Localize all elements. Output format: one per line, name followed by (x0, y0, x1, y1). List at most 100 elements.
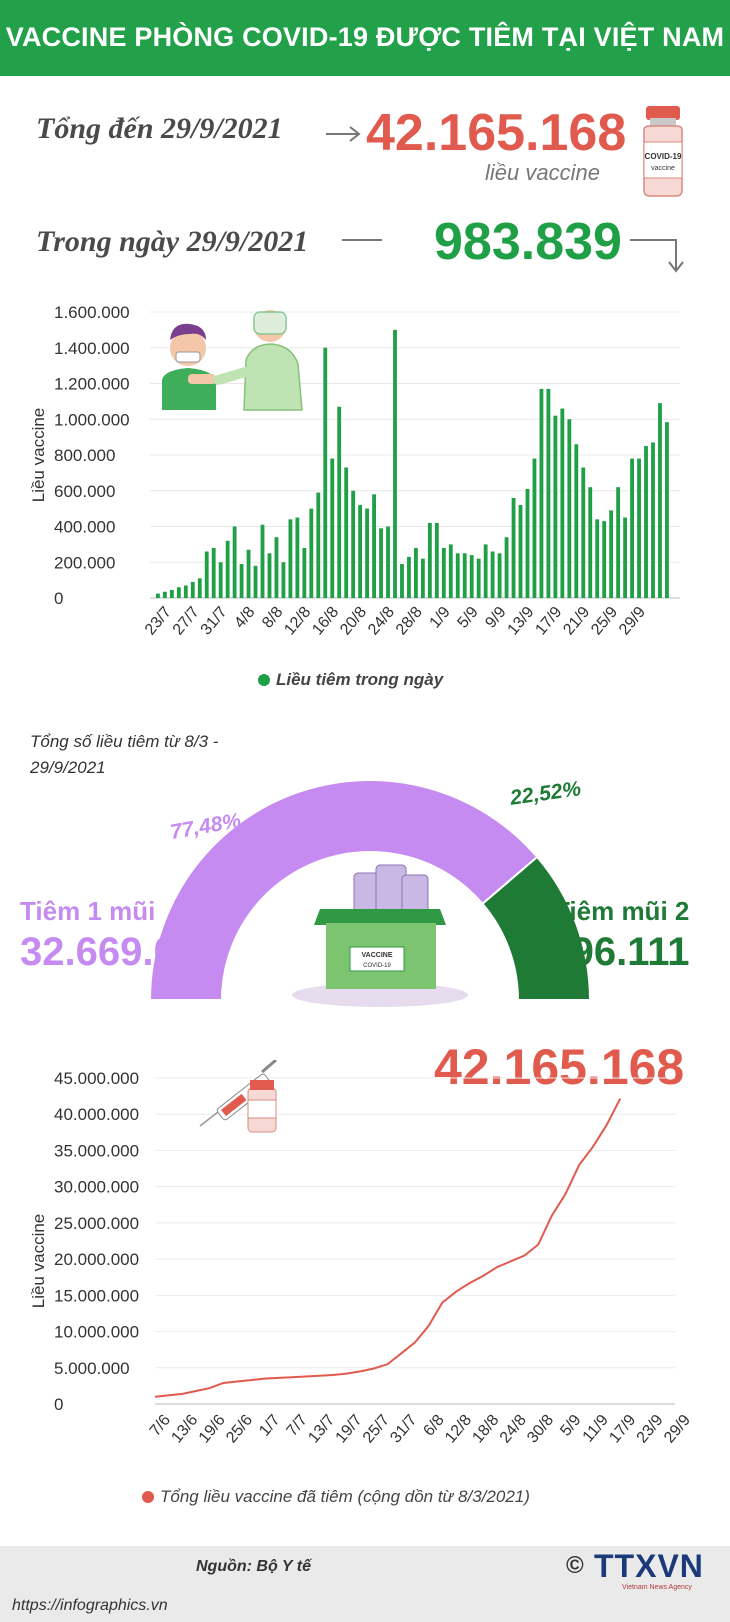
bar (190, 581, 195, 598)
bar (539, 388, 544, 598)
bar (323, 347, 328, 598)
line-y-tick: 15.000.000 (54, 1286, 139, 1305)
bar (246, 549, 251, 598)
first-dose-value: 32.669.057 (20, 930, 221, 974)
bar-y-tick: 800.000 (54, 446, 115, 465)
bar (420, 558, 425, 598)
bar (497, 553, 502, 598)
bar (379, 528, 383, 598)
bar (351, 490, 356, 598)
bar-x-tick: 31/7 (198, 604, 231, 639)
line-x-tick: 17/9 (606, 1412, 639, 1447)
line-x-tick: 13/6 (168, 1412, 201, 1447)
line-x-tick: 29/9 (661, 1412, 694, 1447)
bar (469, 555, 474, 598)
vaccination-illustration (162, 310, 303, 411)
cumulative-doses-line-chart: 45.000.000 40.000.000 35.000.000 30.000.000… (29, 1060, 694, 1447)
line-y-tick: 20.000.000 (54, 1250, 139, 1269)
line-x-tick: 31/7 (387, 1412, 420, 1447)
bar (316, 492, 321, 598)
doughnut-slice (481, 855, 590, 1001)
bar (441, 547, 446, 598)
syringe-illustration (199, 1060, 277, 1133)
bar-legend: Liều tiêm trong ngày (258, 670, 443, 690)
doughnut-slice (150, 779, 539, 1001)
bar-x-tick: 17/9 (532, 604, 565, 639)
bar (218, 562, 223, 598)
legend-dot-red (142, 1491, 154, 1503)
bar (162, 591, 167, 598)
bar (295, 517, 300, 598)
line-x-tick: 13/7 (305, 1412, 338, 1447)
bar-y-tick: 400.000 (54, 518, 115, 537)
bar (546, 388, 551, 598)
bar (434, 522, 439, 598)
second-dose-label: Tiêm mũi 2 (554, 896, 690, 926)
bar (553, 415, 558, 598)
bar (183, 585, 188, 598)
footer-url[interactable]: https://infographics.vn (12, 1597, 168, 1614)
line-x-tick: 19/6 (196, 1412, 229, 1447)
first-dose-label: Tiêm 1 mũi (20, 896, 156, 926)
line-x-tick: 11/9 (580, 1412, 612, 1446)
line-x-tick: 23/9 (634, 1412, 667, 1447)
line-y-tick: 35.000.000 (54, 1141, 139, 1160)
bar (504, 537, 509, 598)
dose-share-doughnut: VACCINE COVID-19 (150, 779, 590, 1007)
bar (302, 547, 307, 598)
bar-y-axis-label: Liều vaccine (29, 408, 48, 503)
day-value: 983.839 (434, 213, 622, 271)
line-x-tick: 24/8 (497, 1412, 530, 1447)
bar-y-tick: 1.200.000 (54, 375, 130, 394)
bar-x-tick: 27/7 (170, 604, 203, 639)
bar (372, 494, 376, 598)
bar (337, 406, 342, 598)
bar-x-tick: 1/9 (427, 604, 454, 632)
line-x-tick: 1/7 (256, 1412, 283, 1440)
bar-x-tick: 29/9 (616, 604, 649, 639)
arrow-right-icon (326, 126, 361, 142)
cumulative-headline: 42.165.168 (434, 1039, 685, 1095)
line-y-tick: 40.000.000 (54, 1105, 139, 1124)
bar-x-tick: 12/8 (281, 604, 314, 639)
footer-source: Nguồn: Bộ Y tế (196, 1558, 311, 1575)
legend-dot-green (258, 674, 270, 686)
bar-y-tick: 1.600.000 (54, 303, 130, 322)
bar (407, 556, 411, 598)
bar-y-tick: 1.000.000 (54, 410, 130, 429)
footer (0, 1546, 730, 1622)
page-title: VACCINE PHÒNG COVID-19 ĐƯỢC TIÊM TẠI VIỆ… (5, 22, 725, 52)
bar (581, 467, 586, 598)
bar (637, 458, 641, 598)
bar-y-tick: 0 (54, 589, 63, 608)
bar (344, 467, 349, 598)
line-y-axis-label: Liều vaccine (29, 1214, 48, 1309)
bar (365, 508, 370, 598)
line-legend: Tổng liều vaccine đã tiêm (cộng dồn từ 8… (142, 1487, 530, 1507)
line-y-tick: 0 (54, 1395, 63, 1414)
bar (490, 551, 495, 598)
day-label: Trong ngày 29/9/2021 (36, 225, 309, 258)
bar (518, 505, 523, 598)
copyright-icon: © (566, 1552, 584, 1579)
bar (511, 497, 516, 598)
bar (532, 458, 537, 598)
bar (204, 551, 209, 598)
bar (176, 587, 181, 598)
bar (288, 519, 293, 598)
bar (455, 553, 460, 598)
bar (630, 458, 634, 598)
bar-x-tick: 25/9 (588, 604, 621, 639)
bar (232, 526, 237, 598)
bar (651, 442, 655, 598)
bar (616, 487, 621, 598)
line-y-tick: 30.000.000 (54, 1178, 139, 1197)
bar (211, 547, 216, 598)
bar-x-tick: 23/7 (142, 604, 175, 639)
bar (400, 564, 404, 598)
bar (358, 505, 363, 598)
arrow-down-icon (630, 239, 684, 273)
bar (427, 522, 432, 598)
bar (588, 487, 593, 598)
bar (574, 444, 579, 598)
